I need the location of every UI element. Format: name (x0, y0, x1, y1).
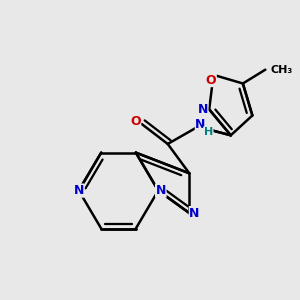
Text: N: N (189, 206, 200, 220)
Text: H: H (204, 127, 213, 137)
Text: N: N (156, 184, 166, 197)
Text: N: N (74, 184, 84, 197)
Text: O: O (130, 115, 141, 128)
Text: CH₃: CH₃ (271, 65, 293, 75)
Text: N: N (197, 103, 208, 116)
Text: N: N (195, 118, 206, 130)
Text: O: O (206, 74, 216, 86)
